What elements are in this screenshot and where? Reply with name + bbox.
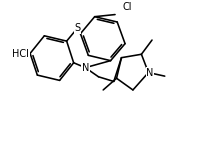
Text: Cl: Cl — [122, 2, 132, 12]
Text: HCl: HCl — [12, 49, 29, 59]
Text: S: S — [74, 23, 80, 33]
Text: N: N — [82, 63, 89, 73]
Text: N: N — [146, 67, 154, 78]
